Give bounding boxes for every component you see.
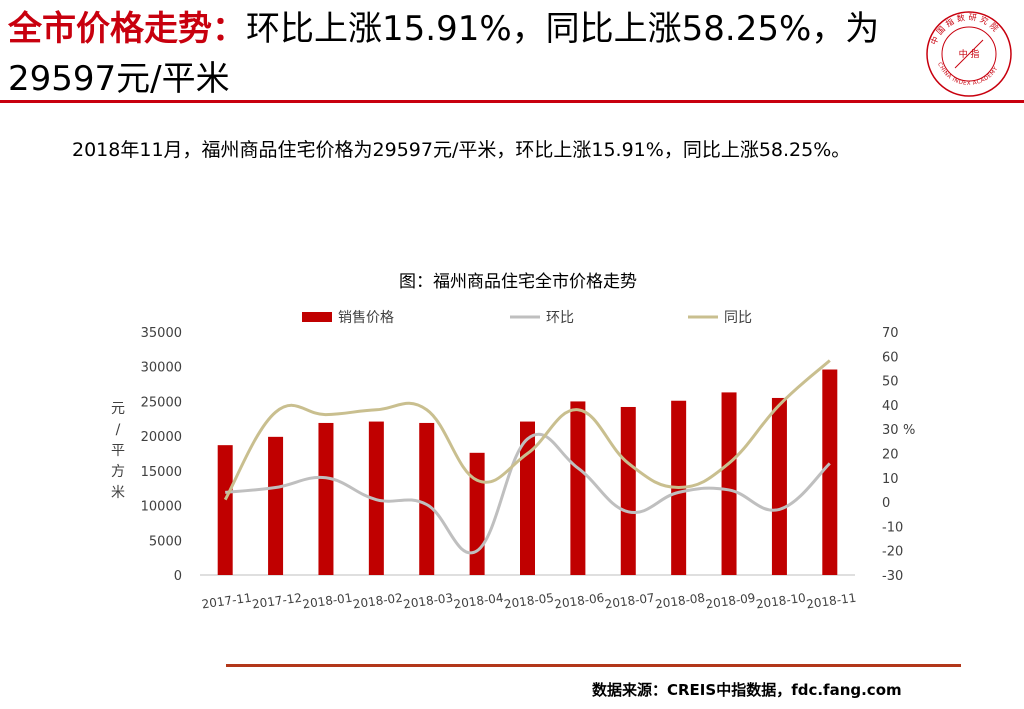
y2-tick-label: 60: [882, 350, 899, 365]
y2-tick-label: 20: [882, 448, 899, 463]
x-tick-label: 2018-09: [705, 591, 757, 612]
y-tick-label: 35000: [141, 326, 182, 341]
y-axis-label: 元/平方米: [111, 401, 125, 501]
chart-legend: 销售价格 环比 同比: [302, 310, 752, 326]
bar-price: [469, 452, 485, 575]
bar-price: [570, 401, 586, 575]
y-tick-label: 0: [174, 569, 182, 584]
y-tick-label: 30000: [141, 361, 182, 376]
bar-price: [419, 422, 435, 575]
legend-label: 同比: [724, 310, 752, 326]
x-tick-label: 2018-08: [654, 591, 706, 612]
y2-tick-label: -20: [882, 545, 903, 560]
svg-text:中国指数研究院: 中国指数研究院: [928, 12, 1002, 46]
y2-tick-label: -30: [882, 569, 903, 584]
x-tick-label: 2018-07: [604, 591, 656, 612]
y2-tick-label: 30: [882, 423, 899, 438]
y2-tick-label: 0: [882, 496, 890, 511]
x-tick-label: 2018-04: [453, 591, 505, 612]
x-tick-label: 2018-05: [503, 591, 555, 612]
y2-axis-label: %: [903, 423, 915, 438]
bar-price: [721, 392, 737, 575]
y2-tick-label: 70: [882, 326, 899, 341]
y-tick-label: 20000: [141, 430, 182, 445]
y-tick-label: 5000: [149, 534, 182, 549]
y-tick-label: 15000: [141, 465, 182, 480]
china-index-academy-logo: 中国指数研究院 CHINA INDEX ACADEMY 中 指: [926, 11, 1012, 97]
bar-price: [620, 406, 636, 575]
title-divider: [0, 100, 1024, 103]
legend-label: 销售价格: [338, 310, 394, 326]
data-source: 数据来源：CREIS中指数据，fdc.fang.com: [592, 681, 902, 699]
legend-label: 环比: [546, 310, 574, 326]
y-tick-label: 25000: [141, 395, 182, 410]
title-rest: 环比上涨15.91%，同比上涨58.25%，为29597元/平米: [8, 9, 880, 99]
summary-text: 2018年11月，福州商品住宅价格为29597元/平米，环比上涨15.91%，同…: [72, 139, 851, 161]
source-divider: [226, 664, 961, 667]
y2-tick-label: 10: [882, 472, 899, 487]
bar-price: [520, 421, 535, 575]
y2-tick-label: 50: [882, 375, 899, 390]
x-tick-label: 2018-02: [352, 591, 404, 612]
chart-title: 图：福州商品住宅全市价格走势: [399, 272, 637, 292]
y2-tick-label: -10: [882, 520, 903, 535]
x-tick-label: 2017-12: [251, 591, 303, 612]
legend-swatch-bar: [302, 312, 332, 322]
x-tick-label: 2018-01: [302, 591, 354, 612]
line-series: [223, 359, 831, 555]
bar-price: [268, 436, 284, 575]
x-tick-label: 2017-11: [201, 591, 253, 612]
price-trend-chart: 图：福州商品住宅全市价格走势 销售价格 环比 同比 35000 30000 25000 2…: [111, 272, 915, 612]
slide-title: 全市价格走势：环比上涨15.91%，同比上涨58.25%，为29597元/平米: [8, 4, 908, 104]
x-tick-label: 2018-03: [402, 591, 454, 612]
line-yoy: [223, 359, 831, 501]
bar-price: [217, 445, 233, 575]
x-tick-label: 2018-06: [554, 591, 606, 612]
bar-price: [822, 369, 838, 575]
title-highlight: 全市价格走势：: [8, 9, 246, 49]
bar-price: [771, 397, 787, 575]
y2-tick-label: 40: [882, 399, 899, 414]
line-mom: [225, 432, 831, 555]
x-tick-label: 2018-11: [805, 591, 857, 612]
x-axis-labels: 2017-112017-122018-012018-022018-032018-…: [201, 591, 857, 612]
x-tick-label: 2018-10: [755, 591, 807, 612]
y-tick-label: 10000: [141, 500, 182, 515]
bar-series: [217, 369, 838, 575]
svg-text:CHINA INDEX ACADEMY: CHINA INDEX ACADEMY: [936, 62, 1000, 87]
bar-price: [318, 422, 334, 575]
